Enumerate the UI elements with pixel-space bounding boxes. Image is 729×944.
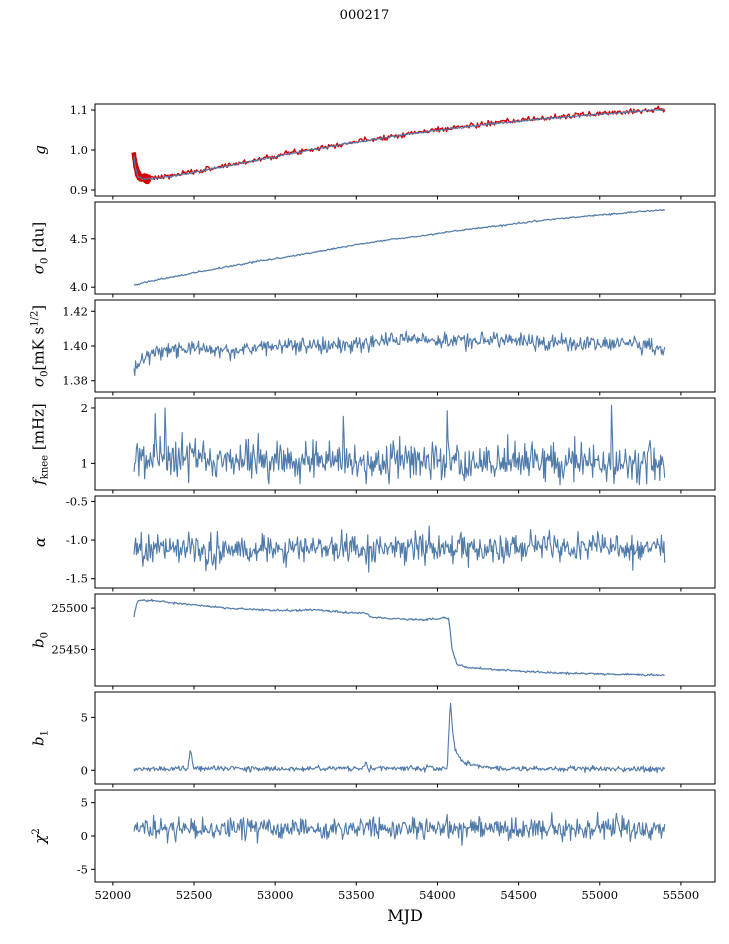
x-tick-label: 53000 <box>257 888 294 902</box>
series-chi2-chi-square <box>133 811 666 846</box>
y-axis-label-b0: b0 <box>29 632 51 648</box>
panel-sigma0-mks: 1.38 1.40 1.42 <box>62 299 716 396</box>
y-tick-label: 5 <box>81 710 88 724</box>
y-tick-label: 0.9 <box>70 183 88 197</box>
y-tick-label: 25500 <box>51 601 88 615</box>
series-b0-baseline-offset <box>133 598 665 677</box>
panel-frame <box>94 103 716 197</box>
panel-g: 0.9 1.0 1.1 <box>70 103 716 200</box>
y-axis-label-sigma0-mks: σ0[mK s1/2] <box>29 304 51 388</box>
y-tick-label: 1.38 <box>62 374 88 388</box>
x-tick-label: 53500 <box>338 888 375 902</box>
panel-frame <box>94 691 716 785</box>
y-tick-label: -1.5 <box>66 572 88 586</box>
x-tick-label: 55000 <box>581 888 618 902</box>
x-tick-label: 55500 <box>663 888 700 902</box>
y-tick-label: 1 <box>81 456 88 470</box>
panel-frame <box>94 201 716 295</box>
y-tick-label: 1.42 <box>62 304 88 318</box>
y-tick-label: 2 <box>81 401 88 415</box>
y-tick-label: -0.5 <box>66 494 88 508</box>
y-axis-label-sigma0-du: σ0 [du] <box>29 221 51 275</box>
x-tick-label: 52000 <box>95 888 132 902</box>
panel-b1: 05 <box>81 691 716 788</box>
panel-sigma0-du: 4.0 4.5 <box>70 201 716 298</box>
series-sigma0-mks-white-noise <box>133 330 666 377</box>
y-tick-label: -5 <box>77 862 88 876</box>
figure-title: 000217 <box>339 8 390 23</box>
y-axis-label-alpha: α <box>31 536 49 548</box>
panel-alpha: -1.5 -1.0 -0.5 <box>66 494 716 592</box>
x-tick-label: 54000 <box>419 888 456 902</box>
series-sigma0-du-sigma0-du <box>133 209 666 286</box>
y-tick-label: 4.0 <box>70 280 88 294</box>
panel-fknee: 12 <box>81 397 716 494</box>
y-tick-label: 1.1 <box>70 103 88 117</box>
y-axis-label-chi2: χ2 <box>31 828 49 844</box>
panel-frame <box>94 495 716 589</box>
series-g-gain <box>133 108 666 180</box>
panel-frame <box>94 593 716 687</box>
y-tick-label: 1.40 <box>62 339 88 353</box>
panel-frame <box>94 789 716 883</box>
y-tick-label: 0 <box>81 829 88 843</box>
y-tick-label: 1.0 <box>70 143 88 157</box>
x-tick-label: 52500 <box>176 888 213 902</box>
panel-b0: 25450 25500 <box>51 593 716 690</box>
y-tick-label: -1.0 <box>66 533 88 547</box>
series-b1-baseline-slope <box>133 702 666 774</box>
x-tick-label: 54500 <box>500 888 537 902</box>
series-fknee-fknee <box>133 404 666 486</box>
y-axis-label-fknee: fknee [mHz] <box>29 403 51 485</box>
y-axis-label-b1: b1 <box>29 730 51 746</box>
y-axis-label-g: g <box>31 145 49 155</box>
panel-frame <box>94 397 716 491</box>
y-tick-label: 5 <box>81 796 88 810</box>
x-axis-label: MJD <box>387 906 423 925</box>
y-tick-label: 0 <box>81 763 88 777</box>
y-tick-label: 25450 <box>51 643 88 657</box>
series-alpha-alpha <box>133 525 666 573</box>
y-tick-label: 4.5 <box>70 232 88 246</box>
series-g-overlay-trace <box>133 105 666 182</box>
panel-chi2: -5 0 5 52000 52500 53000 53500 54000 54500 55000 5… <box>77 789 716 902</box>
